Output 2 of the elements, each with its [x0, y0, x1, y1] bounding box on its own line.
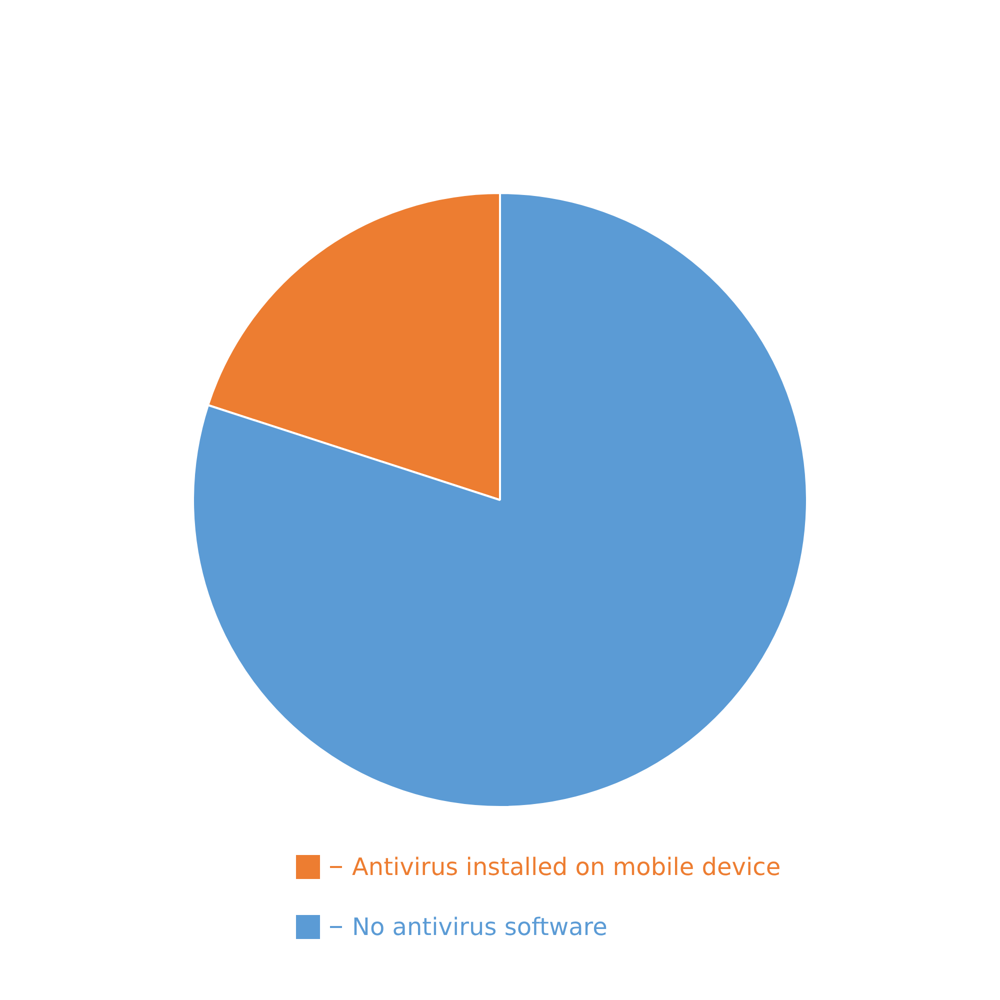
legend-label: Antivirus installed on mobile device	[352, 853, 781, 881]
legend-label: No antivirus software	[352, 913, 608, 941]
